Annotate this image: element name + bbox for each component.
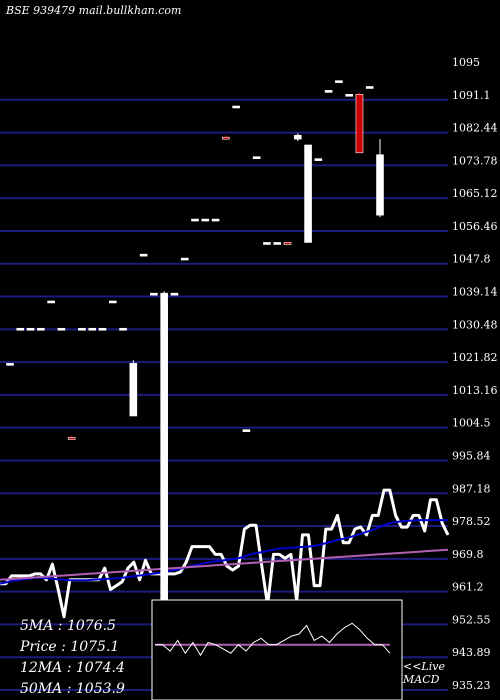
macd-panel xyxy=(151,599,403,700)
stat-50ma: 50MA : 1053.9 xyxy=(20,681,125,697)
y-tick-label: 1013.16 xyxy=(452,384,498,397)
y-tick-label: 1065.12 xyxy=(452,187,498,200)
candle-body xyxy=(324,90,333,93)
y-tick-label: 1091.1 xyxy=(452,89,491,102)
candle-body xyxy=(139,253,148,257)
y-tick-label: 943.89 xyxy=(452,646,491,659)
candle-body xyxy=(119,327,127,331)
candles xyxy=(6,80,384,625)
candle-body xyxy=(78,327,86,331)
y-tick-label: 969.8 xyxy=(452,548,484,561)
stat-12ma: 12MA : 1074.4 xyxy=(20,660,125,676)
candle-body xyxy=(222,136,230,140)
candle-body xyxy=(252,156,261,159)
candle-body xyxy=(129,363,138,417)
candle-body xyxy=(376,154,384,216)
candle-body xyxy=(16,327,25,331)
candle-body xyxy=(170,292,179,296)
y-tick-label: 1004.5 xyxy=(452,417,491,430)
y-tick-label: 1021.82 xyxy=(452,351,498,364)
candle-body xyxy=(314,158,323,161)
candle-body xyxy=(6,363,14,366)
candle-body xyxy=(88,327,97,331)
ma-line xyxy=(0,519,448,585)
macd-box xyxy=(151,599,403,700)
candle-body xyxy=(211,218,220,222)
y-tick-label: 1039.14 xyxy=(452,286,498,299)
candle-body xyxy=(232,105,240,109)
y-tick-label: 987.18 xyxy=(452,482,491,495)
stat-price: Price : 1075.1 xyxy=(19,639,119,655)
candle-body xyxy=(37,327,45,331)
candle-body xyxy=(355,93,364,154)
candle-body xyxy=(263,242,271,245)
y-tick-label: 1082.44 xyxy=(452,122,498,135)
candle-body xyxy=(191,218,199,222)
candle-body xyxy=(242,429,251,432)
y-tick-label: 1030.48 xyxy=(452,318,498,331)
candle-body xyxy=(201,218,210,222)
ma-line xyxy=(0,548,449,581)
stats-block: 5MA : 1076.5 Price : 1075.1 12MA : 1074.4 5… xyxy=(19,618,125,697)
candle-body xyxy=(98,327,107,331)
y-tick-label: 935.23 xyxy=(452,679,491,692)
candle-body xyxy=(160,292,168,625)
candle-body xyxy=(335,80,343,83)
y-tick-label: 1095 xyxy=(452,56,480,69)
candle-body xyxy=(345,93,353,97)
y-tick-label: 995.84 xyxy=(452,449,491,462)
y-tick-label: 961.2 xyxy=(452,581,484,594)
macd-line xyxy=(155,622,391,657)
candle-body xyxy=(293,134,302,140)
chart-title: BSE 939479 mail.bullkhan.com xyxy=(5,4,181,17)
candle-body xyxy=(365,86,374,89)
candle-body xyxy=(108,300,117,304)
candle-body xyxy=(180,257,189,261)
stat-5ma: 5MA : 1076.5 xyxy=(20,618,116,634)
candle-body xyxy=(26,327,35,331)
candle-body xyxy=(283,242,292,245)
candle-body xyxy=(57,327,66,331)
candle-body xyxy=(47,300,55,304)
y-tick-label: 1073.78 xyxy=(452,154,498,167)
y-tick-label: 978.52 xyxy=(452,515,491,528)
macd-label: MACD xyxy=(402,673,440,686)
y-tick-label: 1056.46 xyxy=(452,220,498,233)
moving-average-lines xyxy=(0,489,449,617)
candle-body xyxy=(150,292,158,296)
candle-body xyxy=(304,144,312,243)
macd-label-prefix: <<Live xyxy=(403,660,445,673)
candle-body xyxy=(67,437,76,440)
y-tick-labels: 1095 1091.1 1082.44 1073.78 1065.12 1056.46 10… xyxy=(452,56,498,692)
y-tick-label: 1047.8 xyxy=(452,253,491,266)
candle-body xyxy=(273,242,282,245)
y-tick-label: 952.55 xyxy=(452,613,491,626)
